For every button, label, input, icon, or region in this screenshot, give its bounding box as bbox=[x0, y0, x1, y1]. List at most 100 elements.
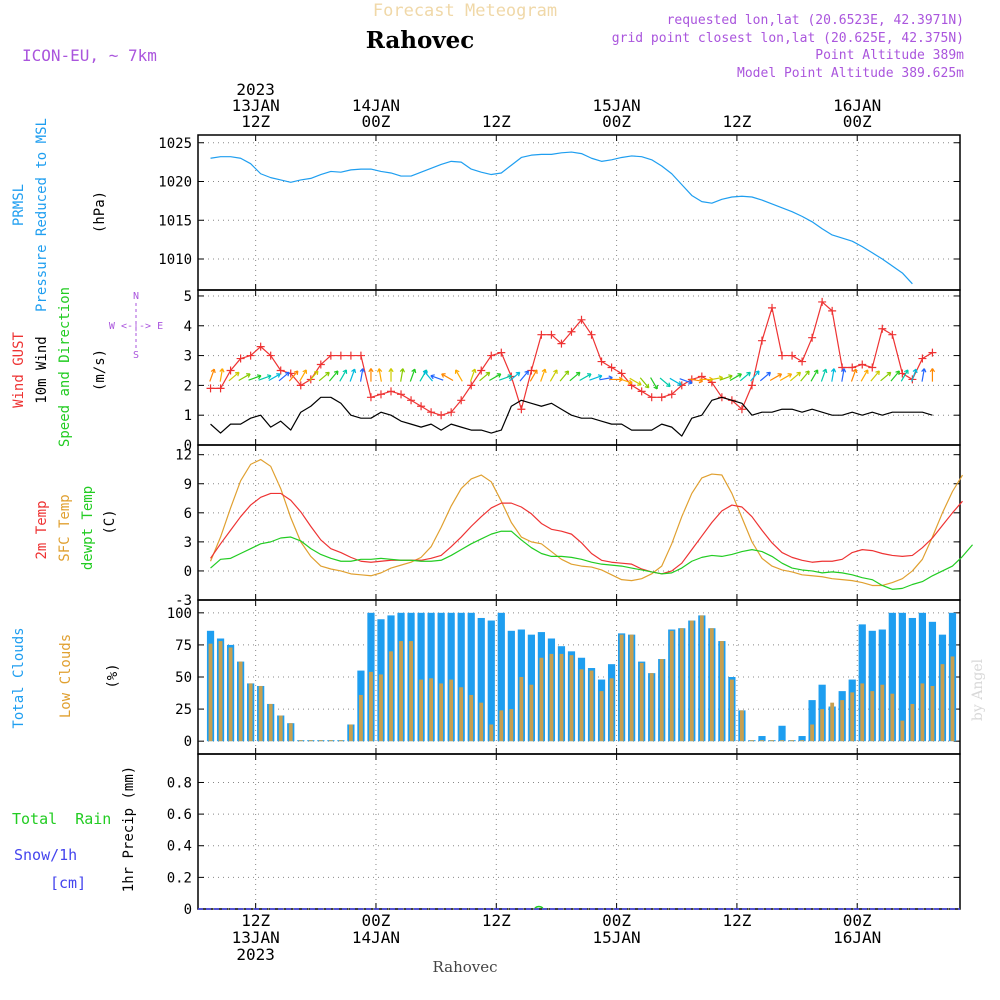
wind-direction-arrow bbox=[469, 368, 477, 382]
time-label-top: 16JAN bbox=[833, 96, 881, 115]
wind-label-gust: Wind GUST bbox=[11, 332, 27, 408]
low-cloud-bar bbox=[740, 710, 744, 742]
wind-direction-arrow bbox=[368, 368, 374, 382]
gust-point bbox=[427, 408, 436, 417]
wind-ytick-label: 2 bbox=[184, 378, 192, 394]
wind-direction-arrow bbox=[278, 371, 290, 382]
wind-direction-arrow bbox=[258, 374, 272, 381]
total-cloud-bar bbox=[467, 612, 475, 742]
pressure-labels: PRMSL Pressure Reduced to MSL (hPa) bbox=[11, 118, 108, 312]
wind-direction-arrow bbox=[779, 373, 793, 382]
wind-ytick-label: 3 bbox=[184, 349, 192, 365]
temp-label-dewpt: dewpt Temp bbox=[80, 486, 96, 570]
wind-labels: Wind GUST 10m Wind Speed and Direction (… bbox=[11, 287, 163, 447]
cloud-labels: Total Clouds Low Clouds (%) bbox=[11, 627, 121, 728]
total-cloud-bar bbox=[868, 630, 876, 742]
low-cloud-bar bbox=[760, 740, 764, 742]
low-cloud-bar bbox=[890, 693, 895, 742]
low-cloud-bar bbox=[639, 662, 644, 742]
low-cloud-bar bbox=[609, 678, 614, 742]
low-cloud-bar bbox=[559, 653, 564, 742]
gust-point bbox=[216, 384, 225, 393]
low-cloud-bar bbox=[318, 740, 323, 742]
compass-we: W <-|-> E bbox=[109, 321, 163, 332]
low-cloud-bar bbox=[579, 669, 584, 742]
precip-panel: 0 0.2 0.4 0.6 0.8 bbox=[167, 753, 961, 918]
gust-point bbox=[296, 381, 305, 390]
wind-direction-arrow bbox=[423, 370, 433, 382]
snow-label: Snow/1h bbox=[14, 846, 77, 864]
wind-direction-arrow bbox=[830, 368, 837, 382]
low-cloud-bar bbox=[499, 710, 504, 742]
low-cloud-bar bbox=[880, 684, 885, 742]
gust-point bbox=[778, 351, 787, 360]
low-cloud-bar bbox=[679, 628, 684, 742]
clouds-ytick-label: 0 bbox=[184, 734, 192, 750]
gust-point bbox=[477, 366, 486, 375]
watermark: by Angel bbox=[970, 658, 986, 721]
wind-direction-arrow bbox=[268, 373, 281, 382]
temperature-ytick-label: -3 bbox=[175, 593, 192, 609]
plot-layer: 1010101510201025012345-30369120255075100… bbox=[158, 80, 973, 964]
gust-point bbox=[918, 354, 927, 363]
point-altitude: Point Altitude 389m bbox=[815, 48, 964, 63]
gust-point bbox=[657, 393, 666, 402]
precip-ytick-label: 0 bbox=[184, 902, 192, 918]
low-cloud-bar bbox=[228, 647, 233, 742]
time-label-bottom: 15JAN bbox=[593, 928, 641, 947]
wind-direction-arrow bbox=[589, 374, 603, 381]
gust-point bbox=[467, 381, 476, 390]
gust-point bbox=[266, 351, 275, 360]
low-cloud-bar bbox=[389, 651, 393, 742]
wind-direction-arrow bbox=[659, 377, 671, 388]
gust-point bbox=[387, 387, 396, 396]
gust-point bbox=[848, 363, 857, 372]
wind-label-10m: 10m Wind bbox=[34, 336, 50, 403]
wind-direction-arrow bbox=[388, 368, 394, 382]
time-label-top: 12Z bbox=[241, 112, 270, 131]
temperature-ytick-label: 3 bbox=[184, 535, 192, 551]
wind10m-line bbox=[210, 396, 933, 437]
total-cloud-bar bbox=[417, 612, 425, 742]
wind-ytick-label: 0 bbox=[184, 438, 192, 454]
model-altitude: Model Point Altitude 389.625m bbox=[737, 66, 964, 81]
pressure-ytick-label: 1025 bbox=[158, 136, 192, 152]
low-cloud-bar bbox=[669, 630, 674, 742]
wind-direction-arrow bbox=[441, 373, 454, 382]
gust-point bbox=[346, 351, 355, 360]
wind-direction-arrow bbox=[479, 371, 491, 382]
time-label-top: 00Z bbox=[602, 112, 631, 131]
low-cloud-bar bbox=[419, 679, 423, 742]
temperature-ytick-label: 0 bbox=[184, 564, 192, 580]
precip-frame bbox=[197, 753, 961, 910]
gust-point bbox=[256, 342, 265, 351]
clouds-ytick-label: 50 bbox=[175, 670, 192, 686]
wind-direction-arrow bbox=[569, 371, 581, 382]
wind-direction-arrow bbox=[318, 371, 330, 382]
low-cloud-bar bbox=[348, 724, 353, 742]
low-cloud-bar bbox=[619, 634, 624, 742]
gust-point bbox=[617, 369, 626, 378]
faded-title: Forecast Meteogram bbox=[373, 1, 557, 21]
wind-direction-arrow bbox=[800, 370, 810, 382]
total-cloud-bar bbox=[457, 612, 465, 742]
total-cloud-bar bbox=[888, 612, 896, 742]
time-label-top: 00Z bbox=[843, 112, 872, 131]
wind-direction-arrow bbox=[729, 373, 742, 382]
gust-point bbox=[768, 303, 777, 312]
wind-panel: 0 1 2 3 4 5 bbox=[184, 289, 961, 454]
low-cloud-bar bbox=[429, 678, 434, 742]
gust-point bbox=[597, 357, 606, 366]
footer-location: Rahovec bbox=[432, 958, 497, 976]
time-label-bottom: 12Z bbox=[722, 911, 751, 930]
wind-direction-arrow bbox=[339, 369, 348, 382]
gust-point bbox=[527, 366, 536, 375]
gust-point bbox=[487, 351, 496, 360]
total-cloud-bar bbox=[778, 725, 786, 742]
pressure-panel: 1010 1015 1020 1025 bbox=[158, 134, 961, 291]
low-cloud-bar bbox=[780, 740, 784, 742]
low-cloud-bar bbox=[298, 740, 303, 742]
time-label-bottom: 2023 bbox=[236, 945, 275, 964]
